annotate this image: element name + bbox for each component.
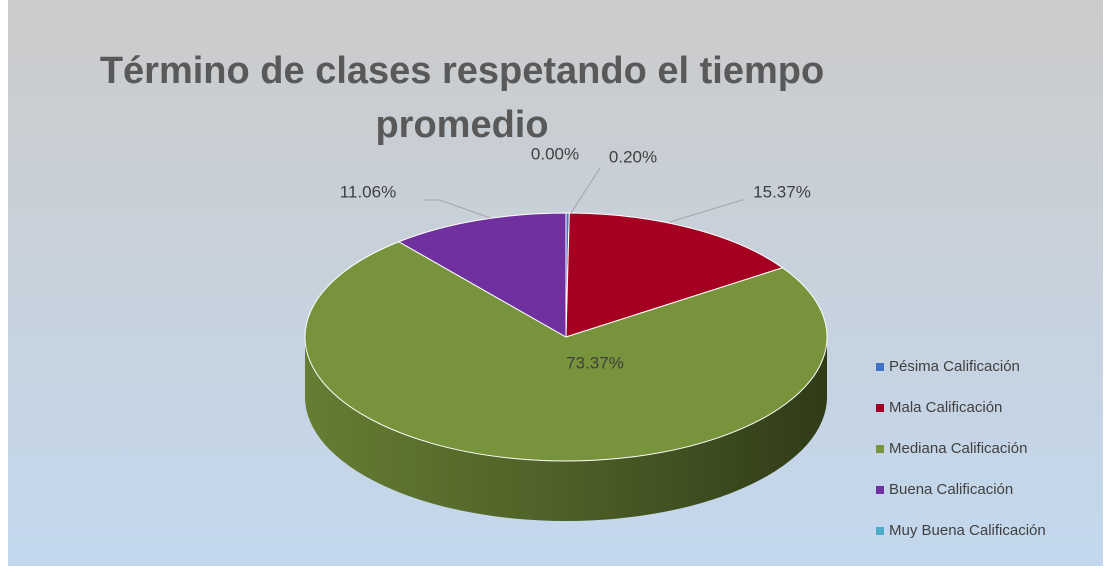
legend-label: Pésima Calificación xyxy=(889,358,1020,375)
legend-swatch xyxy=(876,404,884,412)
legend-swatch xyxy=(876,363,884,371)
legend-swatch xyxy=(876,527,884,535)
legend-swatch xyxy=(876,486,884,494)
pie-slice xyxy=(304,241,828,462)
data-label: 0.20% xyxy=(609,147,657,166)
pie: 0.20% 15.37% 73.37% 11.06% 0.00% xyxy=(304,144,828,521)
pie-slice xyxy=(397,212,567,338)
legend-swatch xyxy=(876,445,884,453)
legend-label: Mediana Calificación xyxy=(889,440,1027,457)
leader-line xyxy=(669,199,745,223)
pie-slice xyxy=(565,212,784,338)
data-label: 73.37% xyxy=(566,353,624,372)
data-label: 15.37% xyxy=(753,182,811,201)
data-label: 11.06% xyxy=(340,182,396,201)
pie-side-shade xyxy=(305,337,827,521)
legend-label: Buena Calificación xyxy=(889,481,1013,498)
leader-line xyxy=(424,199,491,219)
legend-label: Muy Buena Calificación xyxy=(889,522,1046,539)
leader-line xyxy=(570,167,601,214)
chart-title: Término de clases respetando el tiempo p… xyxy=(99,50,825,146)
data-label: 0.00% xyxy=(531,144,579,163)
legend-label: Mala Calificación xyxy=(889,399,1002,416)
legend: Pésima Calificación Mala Calificación Medi… xyxy=(876,358,1046,539)
